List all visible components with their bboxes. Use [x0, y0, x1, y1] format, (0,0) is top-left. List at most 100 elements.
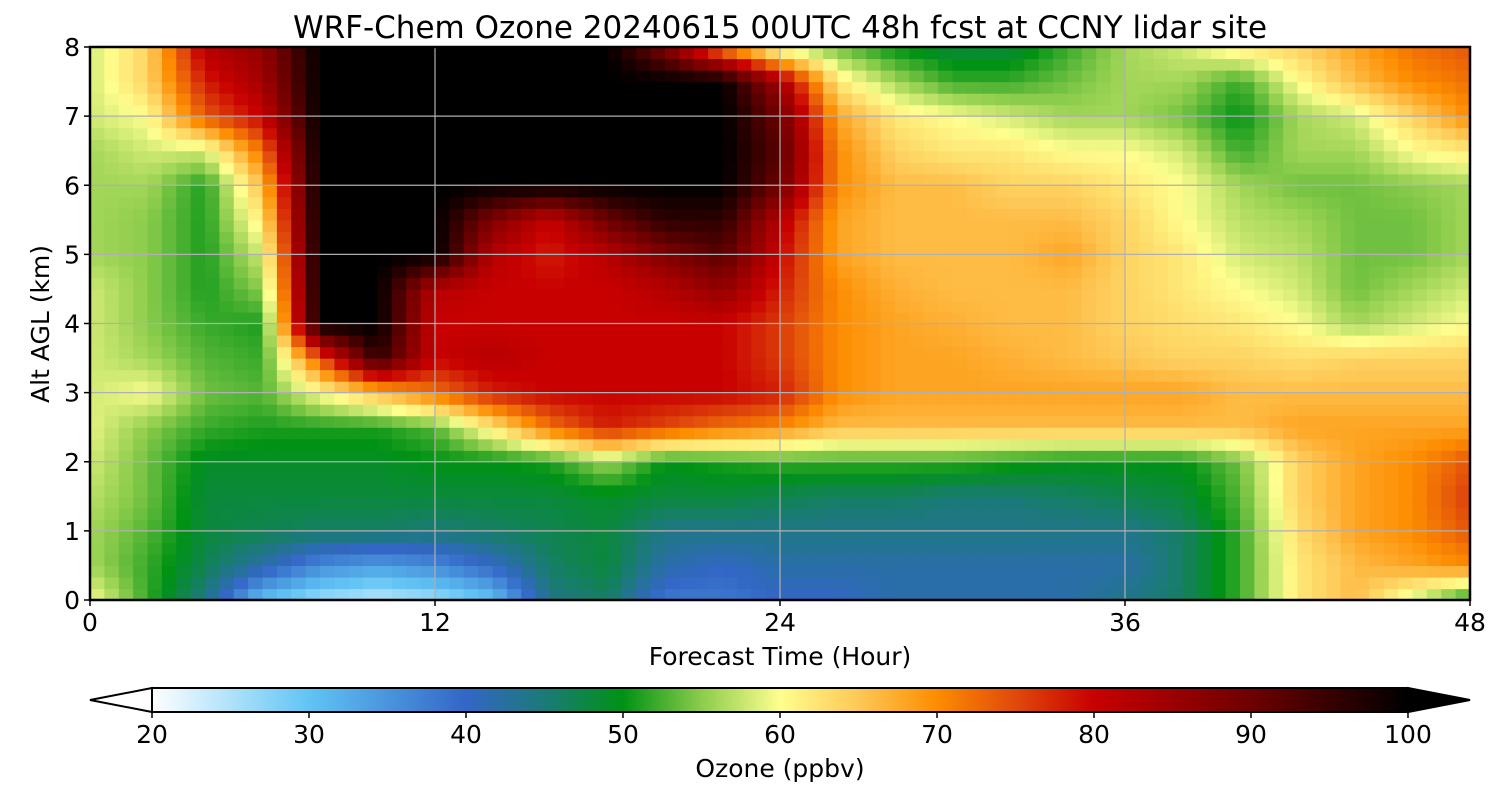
heatmap-cell	[636, 415, 652, 428]
heatmap-cell	[1053, 450, 1069, 463]
heatmap-cell	[363, 185, 379, 198]
heatmap-cell	[506, 588, 522, 600]
heatmap-cell	[693, 576, 709, 590]
heatmap-cell	[1053, 70, 1069, 83]
heatmap-cell	[636, 427, 652, 440]
heatmap-cell	[521, 288, 537, 302]
heatmap-cell	[176, 415, 192, 428]
heatmap-cell	[1139, 369, 1155, 382]
heatmap-cell	[550, 104, 565, 117]
heatmap-cell	[780, 565, 795, 578]
heatmap-cell	[736, 530, 752, 543]
heatmap-cell	[794, 58, 810, 71]
heatmap-cell	[219, 496, 235, 509]
heatmap-cell	[564, 139, 580, 152]
heatmap-cell	[823, 173, 839, 186]
heatmap-cell	[1355, 173, 1370, 186]
heatmap-cell	[348, 81, 364, 94]
heatmap-cell	[305, 185, 321, 198]
heatmap-cell	[1268, 496, 1284, 509]
heatmap-cell	[420, 254, 436, 267]
heatmap-cell	[1153, 139, 1169, 152]
heatmap-cell	[607, 507, 623, 520]
heatmap-cell	[1081, 58, 1097, 71]
heatmap-cell	[851, 93, 867, 106]
heatmap-cell	[794, 519, 810, 532]
heatmap-cell	[593, 116, 609, 129]
heatmap-cell	[708, 346, 724, 359]
heatmap-cell	[966, 231, 982, 244]
heatmap-cell	[1139, 335, 1155, 348]
heatmap-cell	[420, 231, 436, 244]
heatmap-cell	[1441, 265, 1457, 279]
heatmap-cell	[794, 265, 810, 279]
heatmap-cell	[564, 300, 580, 313]
heatmap-cell	[1038, 81, 1054, 94]
heatmap-cell	[1254, 346, 1270, 359]
heatmap-cell	[593, 427, 609, 440]
heatmap-cell	[118, 254, 134, 267]
heatmap-cell	[1010, 507, 1025, 520]
heatmap-cell	[621, 553, 637, 567]
heatmap-cell	[492, 335, 508, 348]
heatmap-cell	[665, 196, 680, 209]
heatmap-cell	[348, 369, 364, 382]
heatmap-cell	[1240, 346, 1255, 359]
heatmap-cell	[391, 300, 407, 313]
heatmap-cell	[1254, 427, 1270, 440]
heatmap-cell	[276, 277, 292, 290]
heatmap-cell	[895, 369, 910, 382]
heatmap-cell	[708, 404, 724, 417]
heatmap-cell	[981, 139, 997, 152]
heatmap-cell	[1024, 231, 1040, 244]
heatmap-cell	[636, 369, 652, 382]
heatmap-cell	[118, 150, 134, 163]
heatmap-cell	[406, 300, 422, 313]
heatmap-cell	[636, 93, 652, 106]
heatmap-cell	[837, 473, 853, 486]
heatmap-cell	[1326, 162, 1342, 175]
heatmap-cell	[1326, 208, 1342, 221]
heatmap-cell	[1010, 265, 1025, 279]
heatmap-cell	[1153, 335, 1169, 348]
heatmap-cell	[1096, 576, 1112, 590]
heatmap-cell	[1010, 116, 1025, 129]
heatmap-cell	[334, 242, 350, 255]
heatmap-cell	[233, 369, 249, 382]
heatmap-cell	[535, 311, 551, 325]
heatmap-cell	[535, 450, 551, 463]
heatmap-cell	[938, 496, 954, 509]
heatmap-cell	[291, 392, 307, 405]
heatmap-cell	[1398, 208, 1414, 221]
heatmap-cell	[895, 196, 910, 209]
heatmap-cell	[1125, 265, 1140, 279]
heatmap-cell	[909, 208, 925, 221]
heatmap-cell	[1412, 507, 1428, 520]
heatmap-cell	[966, 139, 982, 152]
heatmap-cell	[1010, 93, 1025, 106]
heatmap-cell	[1010, 150, 1025, 163]
heatmap-cell	[708, 311, 724, 325]
heatmap-cell	[1369, 542, 1385, 555]
heatmap-cell	[1096, 70, 1112, 83]
heatmap-cell	[1081, 323, 1097, 336]
heatmap-cell	[1196, 496, 1212, 509]
heatmap-cell	[449, 335, 465, 348]
heatmap-cell	[118, 242, 134, 255]
heatmap-cell	[952, 346, 968, 359]
heatmap-cell	[866, 70, 882, 83]
heatmap-cell	[391, 415, 407, 428]
heatmap-cell	[607, 519, 623, 532]
heatmap-cell	[1038, 415, 1054, 428]
heatmap-cell	[923, 300, 939, 313]
heatmap-cell	[262, 311, 278, 325]
heatmap-cell	[1053, 93, 1069, 106]
heatmap-cell	[248, 116, 264, 129]
heatmap-cell	[679, 265, 695, 279]
heatmap-cell	[1010, 358, 1025, 371]
heatmap-cell	[435, 576, 450, 590]
heatmap-cell	[1240, 530, 1255, 543]
heatmap-cell	[895, 576, 910, 590]
heatmap-cell	[952, 162, 968, 175]
heatmap-cell	[837, 392, 853, 405]
